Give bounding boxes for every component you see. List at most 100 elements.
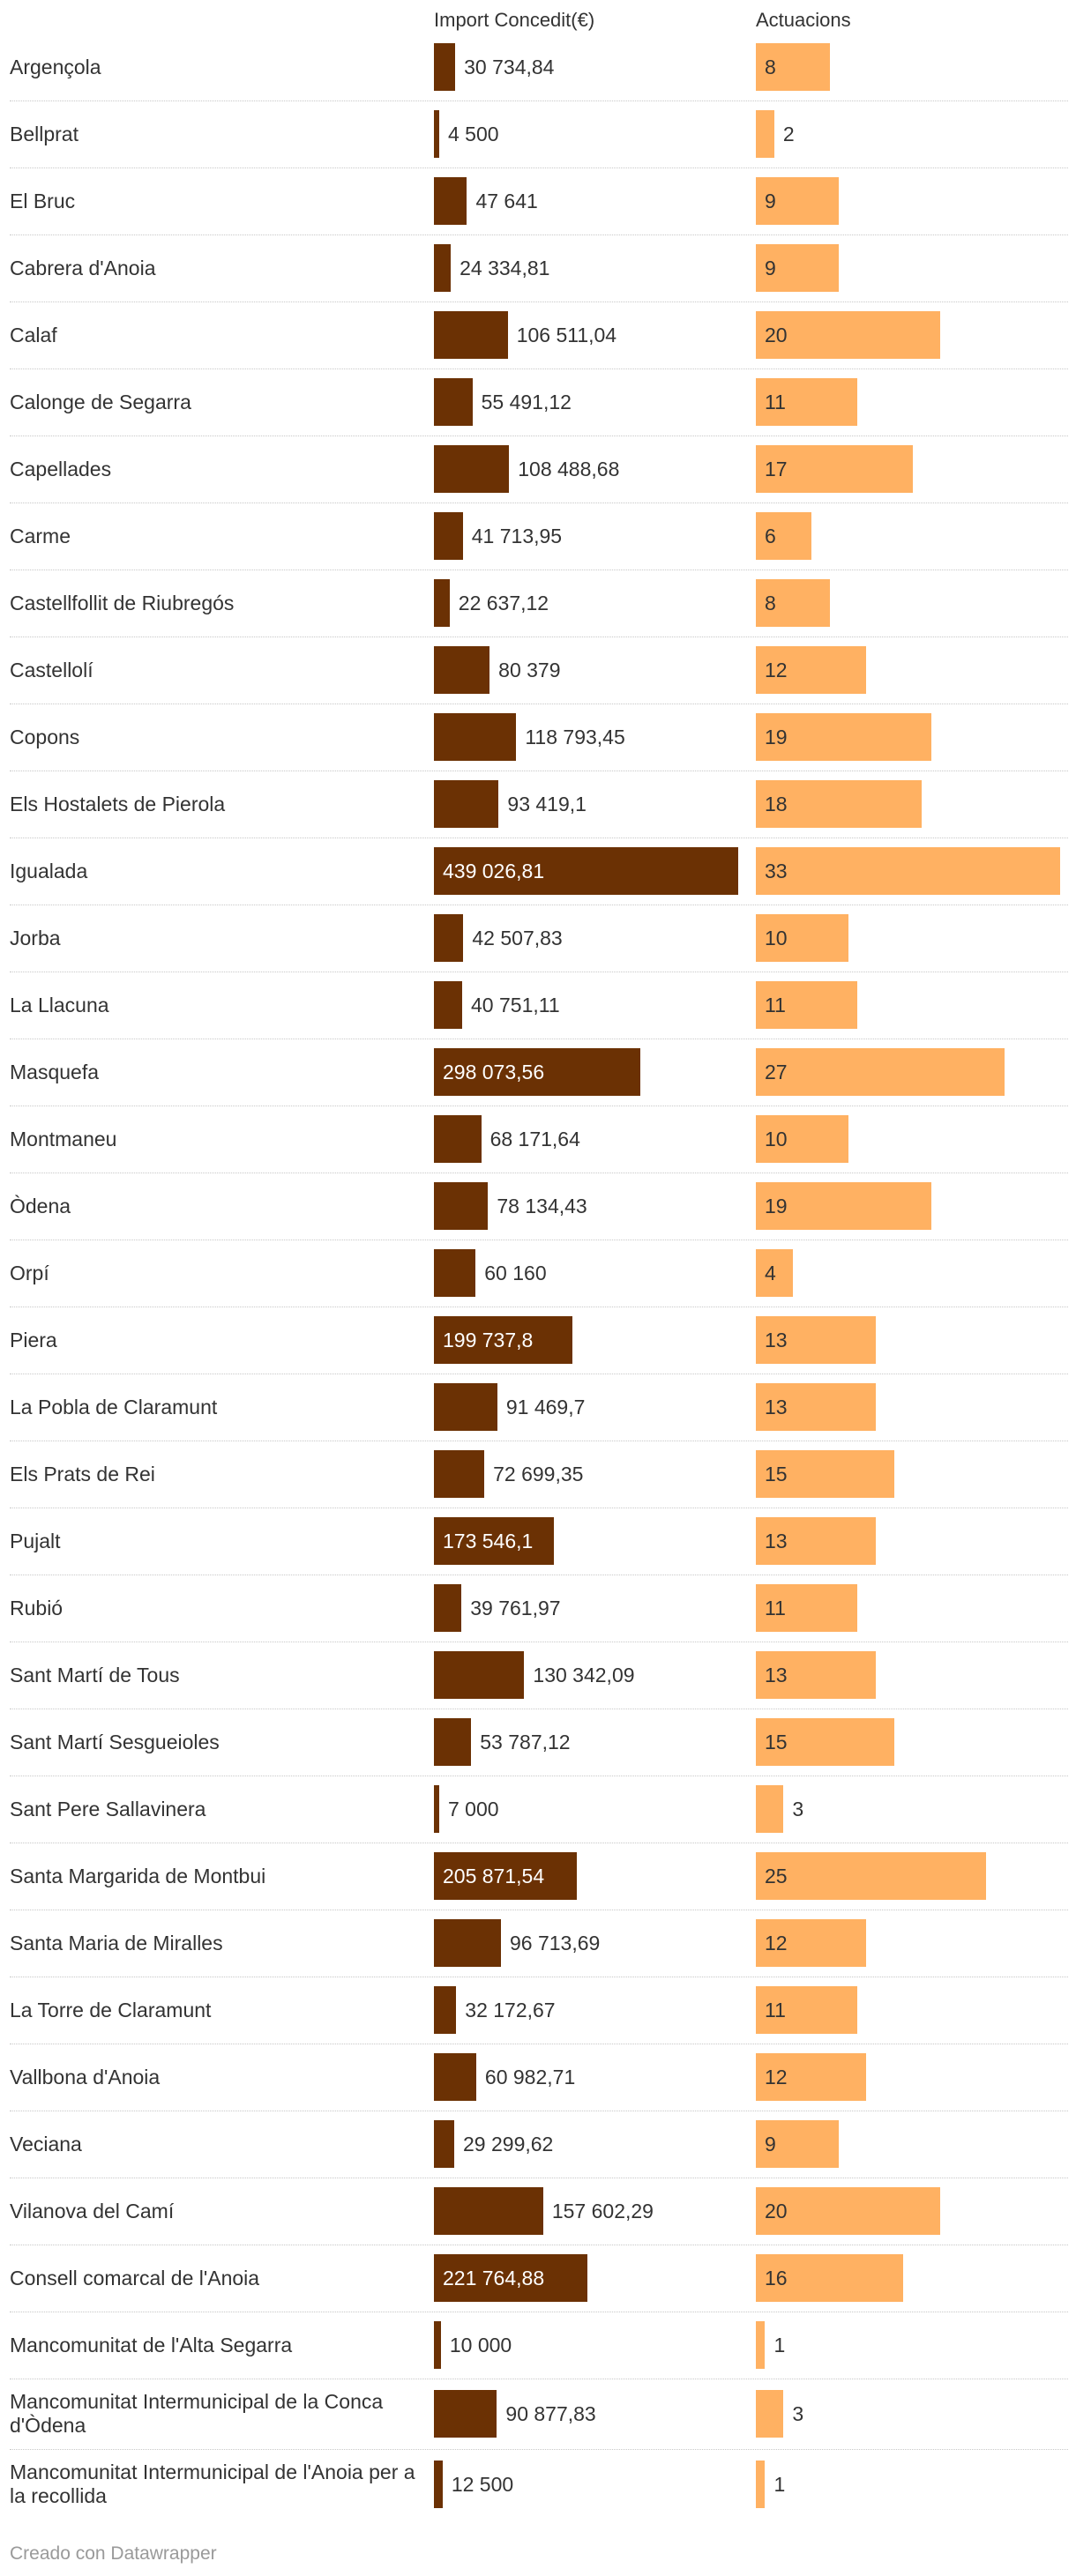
bar-import <box>434 244 452 292</box>
bar-actuacions <box>756 1316 876 1364</box>
row-label: La Llacuna <box>10 993 109 1016</box>
value-label-import: 221 764,88 <box>443 2267 545 2289</box>
row-label: Els Hostalets de Pierola <box>10 792 226 815</box>
row-label: Rubió <box>10 1596 64 1619</box>
bar-import <box>434 2120 455 2168</box>
value-label-import: 30 734,84 <box>464 56 555 78</box>
value-label-import: 32 172,67 <box>465 1999 556 2021</box>
value-label-import: 60 160 <box>484 1262 547 1284</box>
bar-import <box>434 2390 497 2438</box>
bar-actuacions <box>756 1249 793 1297</box>
row-label: Carme <box>10 524 71 547</box>
value-label-actuacions: 9 <box>765 257 776 279</box>
value-label-import: 108 488,68 <box>518 458 620 480</box>
value-label-actuacions: 9 <box>765 190 776 212</box>
value-label-import: 41 713,95 <box>471 525 563 547</box>
bar-actuacions <box>756 244 840 292</box>
bar-import <box>434 1316 572 1364</box>
bar-actuacions <box>756 1450 894 1498</box>
row-label: Igualada <box>10 859 88 882</box>
bar-import <box>434 1584 462 1632</box>
value-label-actuacions: 8 <box>765 56 776 78</box>
bar-import <box>434 713 517 761</box>
value-label-actuacions: 13 <box>765 1329 788 1351</box>
bar-actuacions <box>756 2254 904 2302</box>
value-label-import: 4 500 <box>448 123 499 145</box>
row-label: Els Prats de Rei <box>10 1462 155 1485</box>
row-label: Cabrera d'Anoia <box>10 256 156 279</box>
value-label-import: 439 026,81 <box>443 860 545 882</box>
value-label-actuacions: 13 <box>765 1396 788 1418</box>
value-label-actuacions: 1 <box>773 2334 786 2356</box>
value-label-import: 173 546,1 <box>443 1530 534 1552</box>
bar-actuacions <box>756 2321 766 2369</box>
bar-actuacions <box>756 1182 931 1230</box>
value-label-actuacions: 12 <box>765 659 788 681</box>
bar-actuacions <box>756 1048 1005 1096</box>
bar-import <box>434 981 463 1029</box>
bar-actuacions <box>756 1852 987 1900</box>
bar-import <box>434 1785 439 1833</box>
bar-actuacions <box>756 1517 876 1565</box>
value-label-import: 47 641 <box>475 190 538 212</box>
value-label-actuacions: 13 <box>765 1664 788 1686</box>
bar-import <box>434 914 464 962</box>
value-label-import: 78 134,43 <box>497 1195 587 1217</box>
bar-import <box>434 378 473 426</box>
row-separator <box>10 2449 1068 2450</box>
bar-import <box>434 646 490 694</box>
bar-actuacions <box>756 1919 867 1967</box>
row-label: Castellolí <box>10 658 93 681</box>
bar-import <box>434 1986 457 2034</box>
value-label-actuacions: 15 <box>765 1731 788 1753</box>
bar-actuacions <box>756 1718 894 1766</box>
row-label: Bellprat <box>10 122 78 145</box>
bar-actuacions <box>756 2053 867 2101</box>
bar-import <box>434 2187 543 2235</box>
row-label: Sant Martí de Tous <box>10 1663 180 1686</box>
value-label-import: 96 713,69 <box>510 1932 601 1954</box>
value-label-import: 29 299,62 <box>463 2133 554 2155</box>
row-label: La Pobla de Claramunt <box>10 1395 218 1418</box>
bar-actuacions <box>756 847 1060 895</box>
value-label-actuacions: 27 <box>765 1061 788 1083</box>
value-label-actuacions: 2 <box>782 123 795 145</box>
bar-actuacions <box>756 1383 876 1431</box>
row-label: Montmaneu <box>10 1127 117 1150</box>
row-label: Consell comarcal de l'Anoia <box>10 2266 260 2289</box>
bar-import <box>434 1249 476 1297</box>
bar-actuacions <box>756 1785 784 1833</box>
row-label: Jorba <box>10 926 61 949</box>
value-label-actuacions: 25 <box>765 1865 788 1887</box>
value-label-actuacions: 19 <box>765 1195 788 1217</box>
value-label-actuacions: 11 <box>765 1999 786 2021</box>
value-label-actuacions: 10 <box>765 1128 788 1150</box>
bar-import <box>434 43 456 91</box>
bar-actuacions <box>756 512 811 560</box>
value-label-import: 60 982,71 <box>484 2066 576 2088</box>
value-label-actuacions: 33 <box>765 860 788 882</box>
value-label-actuacions: 15 <box>765 1463 788 1485</box>
bar-import <box>434 1048 641 1096</box>
value-label-actuacions: 3 <box>792 2402 804 2425</box>
value-label-actuacions: 16 <box>765 2267 788 2289</box>
value-label-actuacions: 11 <box>765 391 786 413</box>
bar-import <box>434 2321 441 2369</box>
value-label-actuacions: 12 <box>765 2066 788 2088</box>
row-label: Argençola <box>10 55 101 78</box>
bar-actuacions <box>756 1651 876 1699</box>
row-label: Calaf <box>10 323 57 346</box>
row-label: Castellfollit de Riubregós <box>10 591 235 614</box>
value-label-import: 7 000 <box>448 1798 499 1820</box>
column-header-import: Import Concedit(€) <box>434 9 595 31</box>
value-label-actuacions: 11 <box>765 1597 786 1619</box>
bar-actuacions <box>756 445 913 493</box>
bar-actuacions <box>756 579 830 627</box>
value-label-actuacions: 13 <box>765 1530 788 1552</box>
value-label-actuacions: 11 <box>765 994 786 1016</box>
bar-actuacions <box>756 780 923 828</box>
value-label-actuacions: 19 <box>765 726 788 748</box>
row-label: Vallbona d'Anoia <box>10 2065 161 2088</box>
value-label-import: 10 000 <box>449 2334 512 2356</box>
